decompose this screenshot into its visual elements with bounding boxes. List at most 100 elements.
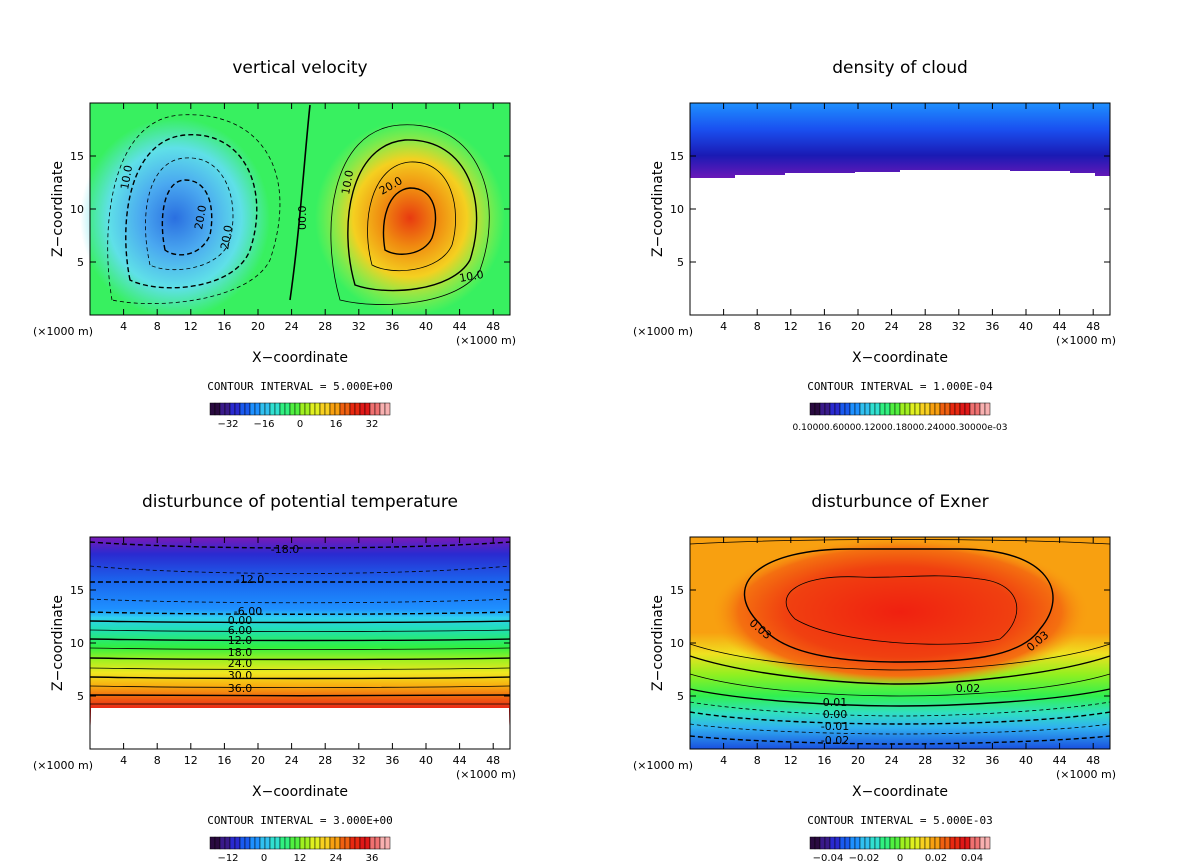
colorbar-cell [364,402,371,416]
x-tick-label: 28 [318,754,332,767]
colorbar-cell [844,402,851,416]
x-tick-label: 20 [851,754,865,767]
x-tick-label: 20 [251,320,265,333]
colorbar-cell [939,402,946,416]
x-tick-label: 24 [885,320,899,333]
x-tick-label: 12 [784,320,798,333]
contour-label: 0.00 [228,614,253,627]
colorbar-cell [984,836,991,850]
x-tick-label: 20 [851,320,865,333]
x-axis-label: X−coordinate [852,350,948,366]
colorbar-cell [929,402,936,416]
cloud-region [690,103,1110,178]
colorbar-cell [939,836,946,850]
colorbar-cell [969,836,976,850]
colorbar-cell [894,402,901,416]
colorbar-cell [269,836,276,850]
colorbar-tick-label: 0 [297,419,303,430]
x-tick-label: 36 [385,754,399,767]
colorbar-cell [309,836,316,850]
colorbar-cell [959,402,966,416]
colorbar-cell [274,836,281,850]
colorbar-cell [879,836,886,850]
colorbar-cell [809,836,816,850]
colorbar: −12 0 12 24 36 [209,836,391,864]
x-tick-label: 4 [120,754,127,767]
colorbar-cell [379,402,386,416]
x-tick-label: 8 [754,320,761,333]
colorbar-cell [814,836,821,850]
colorbar-cell [244,402,251,416]
x-tick-label: 48 [1086,320,1100,333]
panel-potential-temperature: disturbunce of potential temperature [0,434,600,868]
x-tick-label: 36 [385,320,399,333]
colorbar-cell [869,402,876,416]
colorbar: −0.04 −0.02 0 0.02 0.04 [809,836,991,864]
x-tick-label: 40 [419,754,433,767]
colorbar-cell [254,402,261,416]
colorbar-cell [209,402,216,416]
colorbar-tick-label: −12 [217,853,238,864]
colorbar-cell [324,836,331,850]
colorbar-tick-labels: 0.10000.60000.12000.18000.24000.30000e-0… [793,423,1008,433]
y-tick-label: 15 [70,584,84,597]
y-tick-label: 5 [77,256,84,269]
y-tick-label: 5 [677,256,684,269]
colorbar-cell [984,402,991,416]
colorbar-cell [364,836,371,850]
colorbar-tick-label: 36 [366,853,379,864]
colorbar-cell [229,836,236,850]
x-tick-label: 16 [217,320,231,333]
contour-label: 6.00 [228,624,253,637]
colorbar-cell [829,402,836,416]
colorbar-cell [279,836,286,850]
colorbar-tick-label: 0.04 [961,853,983,864]
colorbar-cell [214,402,221,416]
colorbar-cell [889,836,896,850]
contour-label: 0.02 [956,682,981,695]
x-axis-label: X−coordinate [252,350,348,366]
colorbar-cell [824,836,831,850]
colorbar-cell [849,402,856,416]
colorbar-cell [259,402,266,416]
x-tick-label: 24 [885,754,899,767]
y-tick-label: 10 [70,203,84,216]
contour-label: 24.0 [228,657,253,670]
x-tick-label: 24 [285,754,299,767]
colorbar-cell [319,836,326,850]
colorbar-cell [359,402,366,416]
colorbar-cell [964,402,971,416]
x-tick-label: 12 [184,754,198,767]
colorbar-cell [854,836,861,850]
colorbar-tick-label: −32 [217,419,238,430]
colorbar-cell [269,402,276,416]
y-tick-label: 15 [70,150,84,163]
colorbar-cell [354,402,361,416]
colorbar-cell [369,402,376,416]
contour-label: 10.0 [458,268,484,285]
x-tick-label: 12 [784,754,798,767]
colorbar-cell [934,402,941,416]
colorbar-cell [839,402,846,416]
contour-label: -0.02 [821,734,849,747]
contour-label: 0.01 [823,696,848,709]
x-unit-right: (×1000 m) [456,334,516,347]
colorbar-cell [294,836,301,850]
colorbar-cell [239,836,246,850]
colorbar: −32 −16 0 16 32 [209,402,391,430]
colorbar-cell [944,402,951,416]
chart-title: vertical velocity [232,58,368,78]
colorbar-cell [904,402,911,416]
colorbar-cell [229,402,236,416]
chart-title: disturbunce of potential temperature [141,492,459,512]
contour-labels: 10.0 20.0 20.0 00.0 10.0 20.0 10.0 [118,164,484,285]
colorbar-cell [904,836,911,850]
contour-label: 18.0 [228,646,253,659]
colorbar-cell [824,402,831,416]
colorbar-tick-label: 32 [366,419,379,430]
colorbar-cell [954,402,961,416]
chart-title: density of cloud [832,58,968,78]
colorbar-cell [354,836,361,850]
